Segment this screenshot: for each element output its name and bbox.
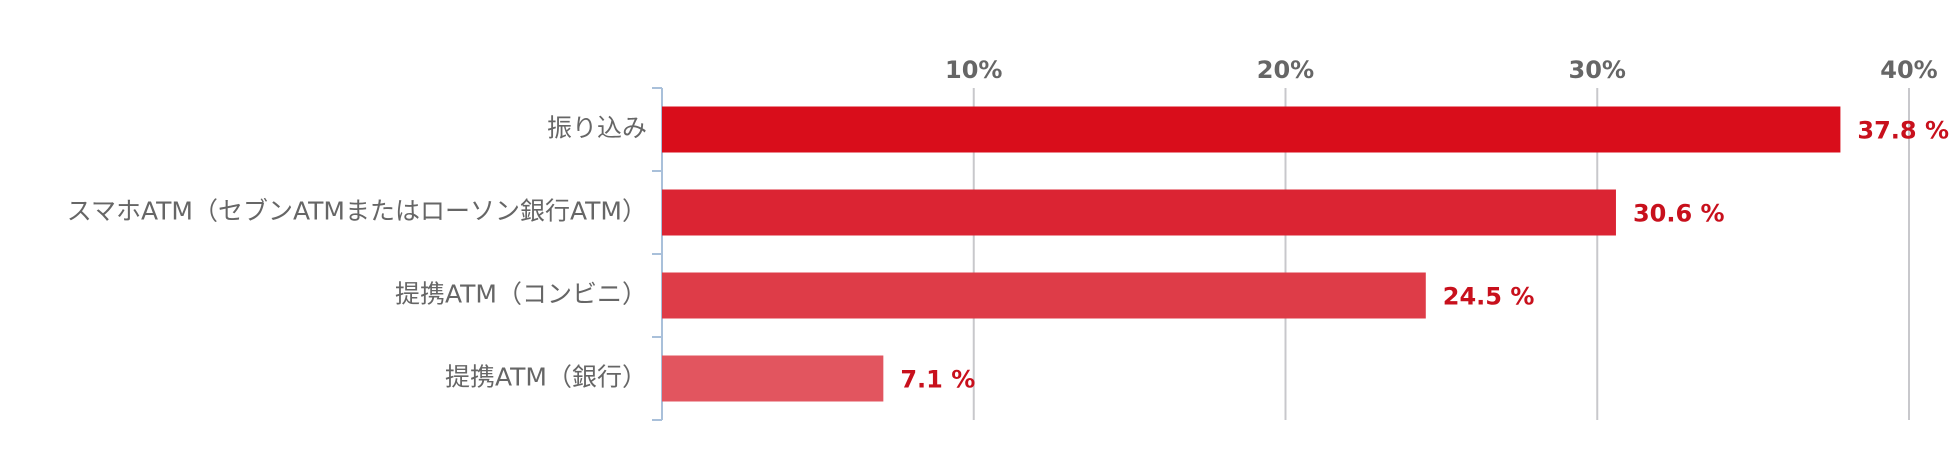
x-tick-label: 10% <box>945 56 1002 84</box>
bar <box>662 189 1616 236</box>
bar <box>662 106 1841 153</box>
x-tick-label: 40% <box>1880 56 1937 84</box>
bar <box>662 272 1426 319</box>
y-tick-label: 提携ATM（コンビニ） <box>395 280 647 309</box>
y-tick-label: スマホATM（セブンATMまたはローソン銀行ATM） <box>67 197 647 226</box>
value-label: 24.5 % <box>1443 283 1535 311</box>
y-tick-label: 提携ATM（銀行） <box>445 363 647 392</box>
bar <box>662 355 884 402</box>
x-tick-label: 30% <box>1569 56 1626 84</box>
value-label: 7.1 % <box>900 366 975 394</box>
y-tick-label: 振り込み <box>547 114 647 143</box>
value-label: 30.6 % <box>1633 200 1725 228</box>
x-tick-label: 20% <box>1257 56 1314 84</box>
value-label: 37.8 % <box>1857 117 1949 145</box>
